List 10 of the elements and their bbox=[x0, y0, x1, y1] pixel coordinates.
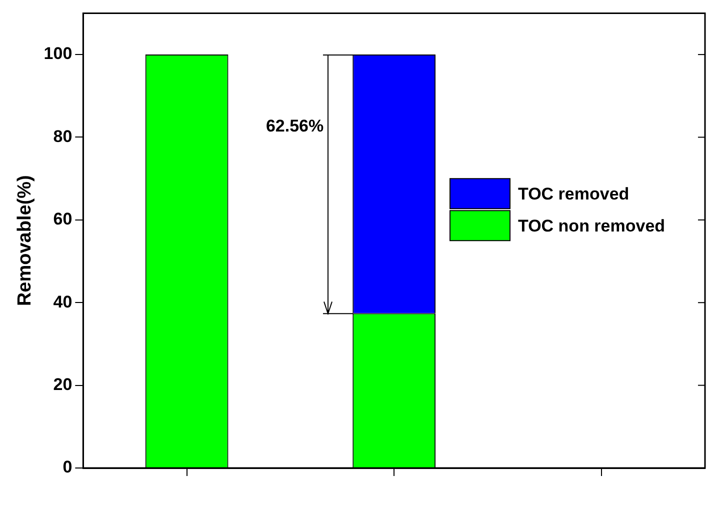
y-tick-label: 20 bbox=[53, 374, 72, 394]
y-tick-label: 60 bbox=[53, 210, 72, 229]
y-tick-label: 40 bbox=[53, 292, 72, 312]
annotation: 62.56% bbox=[266, 116, 324, 136]
y-tick-label: 0 bbox=[62, 458, 72, 477]
legend-label: TOC removed bbox=[518, 184, 630, 204]
y-tick-label: 100 bbox=[44, 44, 72, 64]
legend-label: TOC non removed bbox=[518, 216, 666, 236]
y-tick-label: 80 bbox=[53, 126, 72, 146]
y-axis-title: Removable(%) bbox=[14, 175, 36, 306]
